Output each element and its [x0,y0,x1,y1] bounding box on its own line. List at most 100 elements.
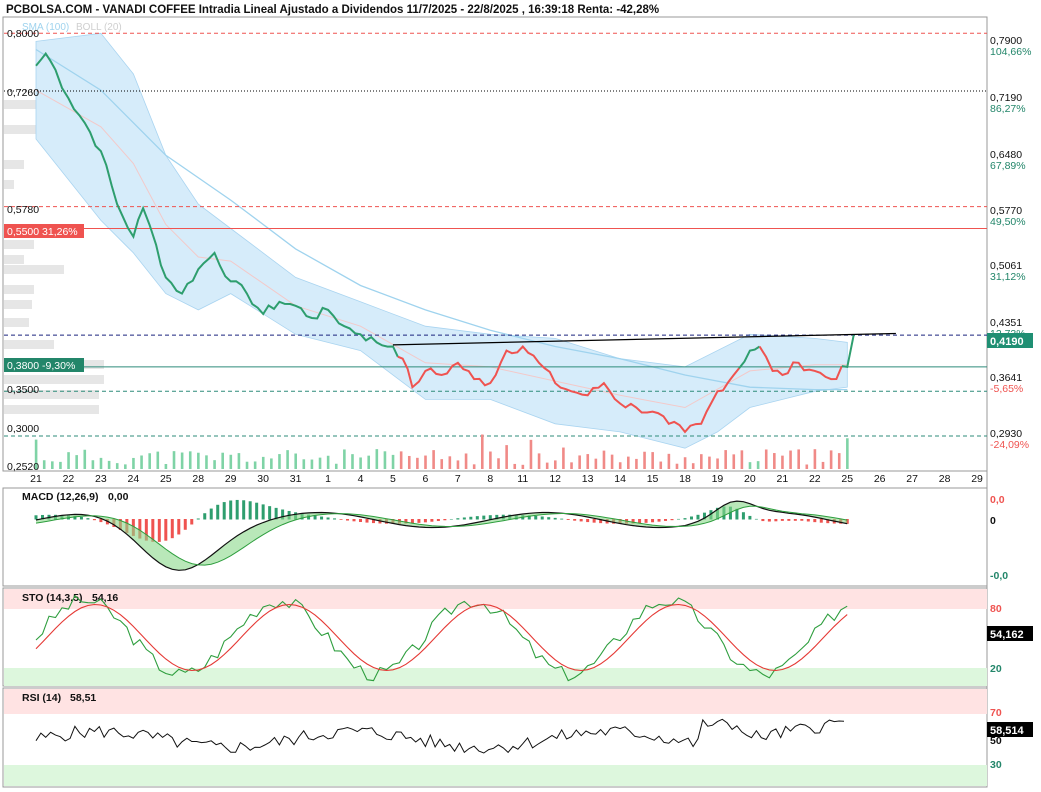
x-tick-label: 28 [939,473,951,485]
macd-hist-bar [92,519,96,521]
volume-profile-bar [4,405,99,414]
right-price-label: 0,5061 [990,260,1022,272]
x-tick-label: 21 [777,473,789,485]
macd-hist-bar [754,518,758,520]
marker-green-label: 0,3800 -9,30% [7,360,75,372]
volume-profile-bar [4,375,104,384]
macd-hist-bar [573,519,577,521]
volume-bar [278,454,281,469]
macd-hist-bar [339,519,343,520]
macd-hist-bar [651,519,655,523]
volume-bar [83,449,87,469]
right-pct-label: 49,50% [990,216,1026,228]
volume-bar [716,458,719,469]
volume-bar [837,453,841,469]
x-tick-label: 7 [455,473,461,485]
volume-bar [399,451,403,469]
volume-bar [302,459,306,469]
right-price-label: 0,2930 [990,428,1022,440]
macd-label: MACD (12,26,9) [22,491,98,503]
macd-axis-zero: 0 [990,515,996,527]
macd-hist-bar [365,519,369,523]
right-pct-label: 104,66% [990,46,1031,58]
volume-bar [618,462,622,469]
volume-bar [172,451,176,469]
volume-bar [448,456,452,469]
macd-fill [36,501,848,571]
macd-hist-bar [151,519,155,542]
macd-hist-bar [99,519,103,523]
macd-hist-bar [216,504,220,520]
x-tick-label: 26 [874,473,886,485]
volume-profile-bar [4,180,14,189]
volume-bar [586,454,590,469]
macd-hist-bar [449,518,453,520]
volume-profile-bar [4,300,32,309]
volume-bar [562,447,565,469]
volume-profile-bar [4,390,99,399]
volume-bar [261,456,265,469]
macd-hist-bar [806,519,810,522]
left-label-6: 0,2520 [7,461,39,473]
macd-hist-bar [657,519,661,522]
volume-bar [537,453,541,469]
volume-bar [610,454,614,469]
macd-hist-bar [579,519,583,522]
macd-hist-bar [346,519,350,521]
volume-bar [351,454,354,469]
volume-bar [75,455,78,469]
volume-bar [391,454,395,469]
macd-hist-bar [702,512,706,520]
macd-hist-bar [566,519,570,520]
left-label-5: 0,3000 [7,423,39,435]
rsi-oversold-zone [4,765,987,786]
macd-hist-bar [404,519,408,524]
rsi-last-label: 58,514 [990,725,1025,737]
x-tick-label: 8 [487,473,493,485]
price-segment [397,345,740,434]
volume-bar [797,449,800,469]
macd-hist-bar [229,500,233,520]
macd-hist-bar [170,519,174,539]
macd-hist-bar [456,518,460,520]
trend-line [392,332,896,346]
macd-hist-bar [670,519,674,521]
macd-hist-bar [209,508,213,520]
volume-bar [91,460,95,469]
volume-bar [700,454,703,469]
volume-profile-bar [4,318,29,327]
macd-hist-bar [774,519,778,522]
left-label-4: 0,3500 [7,384,39,396]
volume-bar [59,461,62,469]
volume-bar [659,461,663,469]
x-tick-label: 29 [971,473,983,485]
marker-green-bg [4,358,84,372]
macd-hist-bar [144,519,148,541]
price-segment [841,334,855,369]
macd-hist-bar [482,515,486,520]
volume-bar [188,451,192,469]
volume-bar [627,456,630,469]
right-price-label: 0,6480 [990,149,1022,161]
x-tick-label: 13 [582,473,594,485]
macd-hist-bar [748,515,752,520]
sto-k-line [35,594,848,682]
x-tick-label: 6 [422,473,428,485]
volume-bar [570,462,573,469]
volume-bar [489,451,492,469]
x-tick-label: 1 [325,473,331,485]
volume-bar [164,464,168,469]
x-tick-label: 12 [549,473,561,485]
macd-hist-bar [86,518,90,520]
volume-bar [521,464,525,469]
macd-hist-bar [423,519,427,523]
volume-bar [107,460,111,469]
macd-hist-bar [255,502,259,520]
volume-profile-bar [4,255,24,264]
macd-hist-bar [430,519,434,522]
volume-bar [51,461,54,469]
x-tick-label: 4 [358,473,364,485]
right-pct-label: 86,27% [990,103,1026,115]
volume-bar [124,464,127,469]
volume-bar [197,452,200,469]
